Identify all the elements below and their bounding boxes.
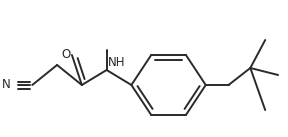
Text: NH: NH <box>108 56 125 69</box>
Text: O: O <box>62 48 71 62</box>
Text: N: N <box>2 79 10 92</box>
